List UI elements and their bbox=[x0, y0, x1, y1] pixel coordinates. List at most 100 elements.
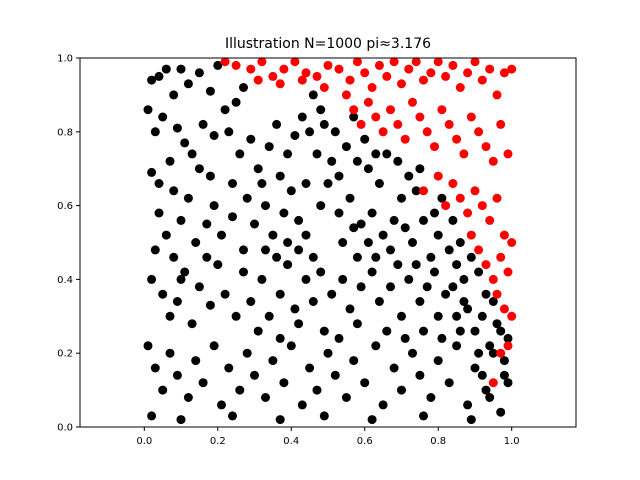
outside-point bbox=[220, 57, 230, 67]
inside-point bbox=[349, 356, 359, 366]
inside-point bbox=[477, 370, 487, 380]
inside-point bbox=[194, 164, 204, 174]
inside-point bbox=[349, 223, 359, 233]
inside-point bbox=[444, 378, 454, 388]
inside-point bbox=[496, 407, 506, 417]
inside-point bbox=[415, 370, 425, 380]
inside-point bbox=[448, 215, 458, 225]
outside-point bbox=[466, 230, 476, 240]
inside-point bbox=[147, 167, 157, 177]
inside-point bbox=[202, 219, 212, 229]
outside-point bbox=[499, 304, 509, 314]
inside-point bbox=[286, 186, 296, 196]
inside-point bbox=[316, 201, 326, 211]
inside-point bbox=[397, 311, 406, 321]
inside-point bbox=[378, 230, 388, 240]
outside-point bbox=[371, 112, 381, 122]
outside-point bbox=[492, 289, 502, 299]
inside-point bbox=[176, 215, 186, 225]
outside-point bbox=[496, 119, 506, 129]
inside-point bbox=[503, 378, 513, 388]
inside-point bbox=[319, 326, 329, 336]
inside-point bbox=[444, 245, 454, 255]
inside-point bbox=[158, 385, 168, 395]
inside-point bbox=[499, 356, 509, 366]
inside-point bbox=[209, 341, 219, 351]
x-tick-label: 0.6 bbox=[357, 436, 373, 447]
outside-point bbox=[352, 57, 362, 67]
inside-point bbox=[374, 179, 384, 188]
inside-point bbox=[386, 282, 395, 292]
inside-point bbox=[242, 348, 252, 358]
inside-point bbox=[205, 300, 215, 310]
outside-point bbox=[297, 75, 307, 85]
outside-point bbox=[496, 348, 506, 358]
inside-point bbox=[264, 142, 274, 152]
inside-point bbox=[228, 179, 237, 188]
inside-point bbox=[316, 267, 326, 277]
outside-point bbox=[470, 186, 480, 196]
inside-point bbox=[382, 326, 392, 336]
outside-point bbox=[378, 127, 388, 137]
inside-point bbox=[154, 208, 164, 218]
inside-point bbox=[433, 311, 443, 321]
outside-point bbox=[444, 119, 454, 129]
inside-point bbox=[389, 363, 399, 373]
inside-point bbox=[312, 385, 322, 395]
outside-point bbox=[507, 64, 517, 74]
y-tick-label: 0.2 bbox=[57, 349, 73, 360]
inside-point bbox=[150, 127, 160, 137]
x-tick-label: 0.2 bbox=[210, 436, 226, 447]
inside-point bbox=[275, 171, 285, 181]
inside-point bbox=[466, 415, 476, 425]
inside-point bbox=[246, 134, 256, 144]
outside-point bbox=[301, 68, 311, 78]
outside-point bbox=[503, 267, 513, 277]
inside-point bbox=[338, 274, 348, 284]
inside-point bbox=[433, 356, 443, 366]
outside-point bbox=[496, 252, 506, 262]
outside-point bbox=[275, 79, 285, 89]
inside-point bbox=[272, 119, 282, 129]
inside-point bbox=[437, 333, 447, 343]
inside-point bbox=[400, 333, 410, 343]
inside-point bbox=[323, 348, 333, 358]
inside-point bbox=[213, 60, 223, 70]
inside-point bbox=[327, 289, 337, 299]
inside-point bbox=[275, 333, 285, 343]
inside-point bbox=[161, 230, 171, 240]
inside-point bbox=[470, 326, 480, 336]
inside-point bbox=[253, 326, 263, 336]
inside-point bbox=[360, 378, 370, 388]
outside-point bbox=[404, 64, 414, 74]
inside-point bbox=[264, 311, 274, 321]
inside-point bbox=[367, 415, 377, 425]
inside-point bbox=[294, 215, 304, 225]
inside-point bbox=[371, 341, 381, 351]
inside-point bbox=[261, 393, 270, 402]
inside-point bbox=[404, 171, 414, 181]
outside-point bbox=[319, 83, 329, 92]
outside-point bbox=[367, 83, 377, 92]
inside-point bbox=[356, 219, 366, 229]
outside-point bbox=[419, 186, 428, 196]
outside-point bbox=[503, 149, 513, 159]
outside-point bbox=[433, 57, 443, 67]
inside-point bbox=[426, 393, 436, 402]
inside-point bbox=[452, 341, 462, 351]
outside-point bbox=[492, 90, 502, 100]
inside-point bbox=[183, 193, 193, 203]
inside-point bbox=[397, 385, 406, 395]
inside-point bbox=[499, 370, 509, 380]
inside-point bbox=[272, 252, 282, 262]
inside-point bbox=[301, 179, 311, 188]
outside-point bbox=[426, 68, 436, 78]
outside-point bbox=[463, 208, 473, 218]
outside-point bbox=[470, 57, 480, 67]
outside-point bbox=[503, 341, 513, 351]
outside-point bbox=[507, 238, 517, 247]
inside-point bbox=[297, 112, 307, 122]
outside-point bbox=[408, 97, 417, 107]
outside-point bbox=[345, 75, 355, 85]
